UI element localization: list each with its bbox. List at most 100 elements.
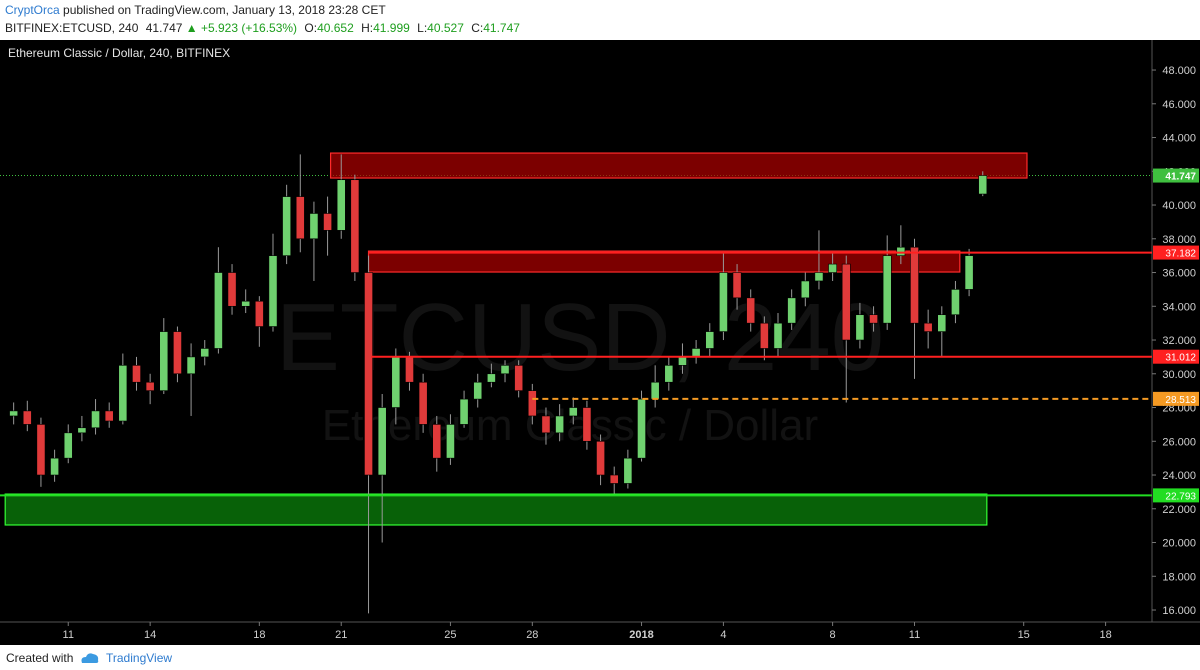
y-tick-label: 32.000 — [1162, 335, 1196, 347]
y-tick-label: 34.000 — [1162, 301, 1196, 313]
zone — [4, 493, 988, 526]
candle-body — [623, 457, 633, 484]
candle-body — [254, 300, 264, 327]
candle-body — [227, 272, 237, 307]
x-tick-label: 8 — [830, 629, 836, 641]
level-tag — [1153, 488, 1199, 503]
y-tick-label: 38.000 — [1162, 234, 1196, 246]
candle-body — [869, 314, 878, 324]
quote-line: BITFINEX:ETCUSD, 240 41.747 ▲ +5.923 (+1… — [5, 21, 520, 35]
x-tick-label: 18 — [253, 629, 265, 641]
ohlc-label: H: — [361, 21, 374, 35]
x-tick-label: 2018 — [629, 629, 653, 641]
x-tick-label: 15 — [1018, 629, 1030, 641]
plot-area — [0, 152, 1152, 614]
candle-body — [104, 410, 114, 422]
candle-body — [200, 348, 210, 358]
candle-body — [241, 300, 251, 307]
candle-body — [91, 410, 100, 429]
y-tick-label: 26.000 — [1162, 436, 1196, 448]
candle-body — [459, 398, 469, 425]
brand-icon — [81, 653, 99, 663]
candle-body — [418, 381, 428, 425]
ohlc-value: 41.747 — [483, 21, 520, 35]
x-tick-label: 21 — [335, 629, 347, 641]
ohlc-label: O: — [304, 21, 318, 35]
candle-body — [691, 348, 701, 358]
y-tick-label: 18.000 — [1162, 571, 1196, 583]
candle-body — [882, 255, 892, 324]
last-price-label: 41.747 — [1165, 172, 1196, 183]
candle-body — [773, 322, 783, 349]
candle-body — [159, 331, 169, 391]
y-tick-label: 36.000 — [1162, 268, 1196, 280]
candle-body — [705, 331, 715, 349]
candle-body — [650, 381, 660, 400]
candle-body — [787, 297, 797, 324]
candle-body — [336, 179, 346, 231]
candle-body — [63, 432, 73, 459]
x-tick-label: 11 — [63, 629, 74, 641]
y-tick-label: 22.000 — [1162, 504, 1196, 516]
candle-body — [541, 415, 551, 434]
candle-body — [132, 365, 141, 383]
created-with: Created with — [6, 651, 74, 665]
change: ▲ +5.923 (+16.53%) — [185, 21, 298, 35]
candle-body — [582, 407, 592, 442]
author[interactable]: CryptOrca — [5, 3, 60, 17]
ohlc-value: 41.999 — [373, 21, 410, 35]
y-tick-label: 48.000 — [1162, 65, 1196, 77]
candle-body — [746, 297, 756, 324]
candle-body — [309, 213, 319, 240]
y-tick-label: 16.000 — [1162, 605, 1196, 617]
candle-body — [500, 365, 510, 375]
candle-body — [186, 356, 196, 375]
x-tick-label: 25 — [444, 629, 456, 641]
candle-body — [173, 331, 182, 375]
candle-body — [295, 196, 305, 240]
candle-body — [364, 272, 373, 476]
x-tick-label: 14 — [144, 629, 156, 641]
candle-body — [9, 410, 19, 417]
x-tick-label: 18 — [1099, 629, 1111, 641]
candle-body — [896, 246, 906, 256]
candle-body — [268, 255, 278, 327]
candle-body — [910, 246, 919, 324]
candle-body — [732, 272, 742, 299]
candle-body — [213, 272, 223, 349]
brand[interactable]: TradingView — [106, 651, 173, 665]
published: published on TradingView.com, January 13… — [63, 3, 386, 17]
candle-body — [664, 365, 674, 383]
candle-body — [937, 314, 947, 332]
candle-body — [22, 410, 32, 425]
level-label: 37.182 — [1165, 249, 1196, 260]
candle-body — [323, 213, 332, 231]
candle-body — [814, 272, 824, 282]
candle-body — [350, 179, 360, 273]
y-tick-label: 46.000 — [1162, 99, 1196, 111]
candle-body — [678, 356, 687, 366]
x-tick-label: 4 — [720, 629, 726, 641]
level-label: 22.793 — [1165, 491, 1196, 502]
candle-body — [609, 474, 619, 484]
candle-body — [527, 390, 537, 417]
chart-title: Ethereum Classic / Dollar, 240, BITFINEX — [8, 46, 230, 60]
candle-body — [432, 424, 442, 459]
candle-body — [446, 424, 455, 459]
header: CryptOrca published on TradingView.com, … — [0, 0, 1200, 40]
ohlc-value: 40.527 — [427, 21, 464, 35]
candle-body — [951, 289, 960, 316]
candle-body — [391, 356, 401, 408]
candle-body — [759, 322, 769, 349]
publish-line: CryptOrca published on TradingView.com, … — [5, 3, 386, 17]
y-tick-label: 40.000 — [1162, 200, 1196, 212]
candle-body — [555, 415, 565, 434]
x-tick-label: 28 — [526, 629, 538, 641]
candle-body — [637, 398, 646, 459]
level-label: 31.012 — [1165, 353, 1196, 364]
candle-body — [596, 440, 605, 476]
level-tag — [1153, 245, 1199, 260]
candle-body — [118, 365, 128, 422]
